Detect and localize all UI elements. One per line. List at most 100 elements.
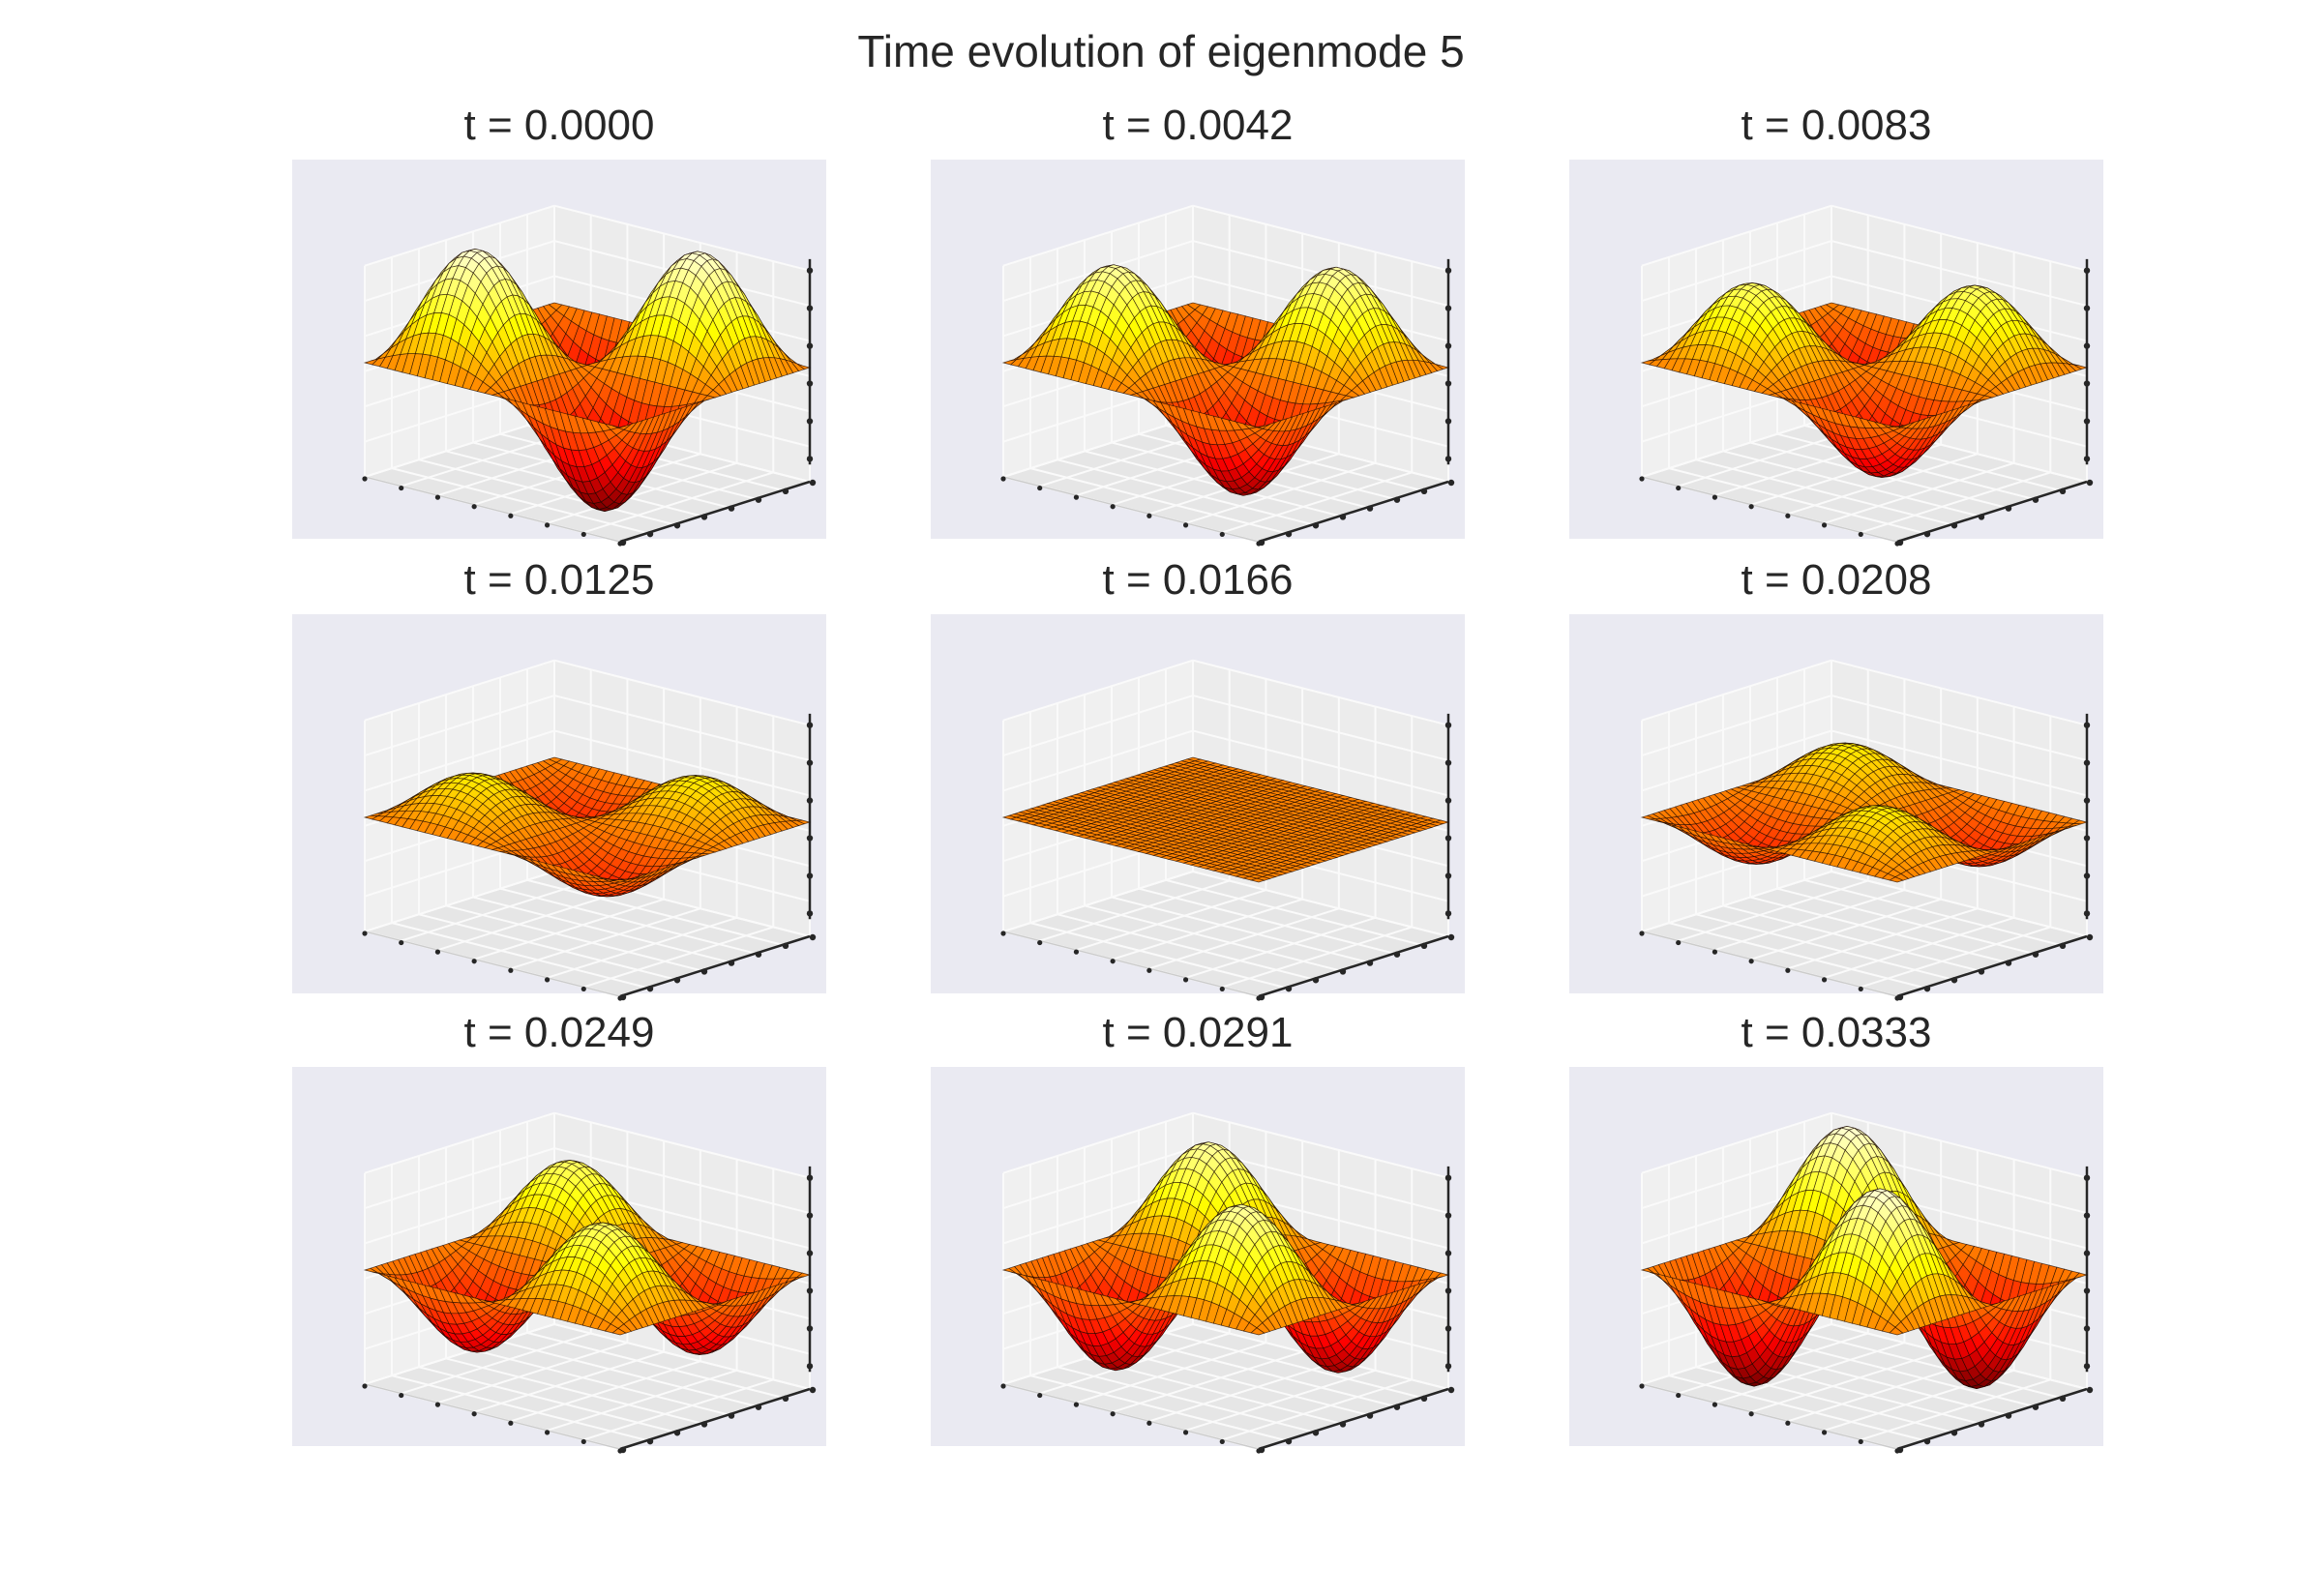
gridline — [391, 467, 648, 535]
gridline — [1002, 729, 1194, 792]
gridline — [553, 695, 811, 762]
gridline — [499, 887, 757, 955]
x-tick — [1146, 967, 1152, 973]
z-tick — [806, 722, 814, 728]
y-tick — [782, 488, 789, 495]
surface-plot-3d — [1000, 204, 1455, 547]
gridline — [1076, 889, 1266, 952]
x-tick — [1219, 986, 1225, 992]
y-tick — [619, 993, 627, 1001]
gridline — [1831, 204, 2088, 272]
z-tick — [1444, 456, 1452, 462]
x-tick — [1037, 485, 1043, 491]
x-tick — [580, 531, 586, 538]
y-tick — [2059, 488, 2067, 495]
gridline — [418, 913, 675, 981]
y-tick — [700, 968, 708, 975]
z-tick — [806, 456, 814, 462]
z-tick — [806, 418, 814, 425]
x-tick — [544, 977, 551, 983]
x-tick — [1858, 531, 1863, 538]
z-tick — [806, 797, 814, 804]
gridline — [582, 926, 774, 989]
y-tick — [1339, 514, 1347, 520]
y-tick — [1366, 505, 1374, 512]
z-tick — [806, 872, 814, 879]
x-tick — [471, 504, 477, 510]
y-tick — [619, 539, 627, 547]
x-tick — [1182, 522, 1189, 528]
x-tick — [544, 522, 551, 528]
y-tick — [1896, 539, 1904, 547]
z-tick — [1444, 380, 1452, 387]
z-tick — [806, 380, 814, 387]
gridline — [1111, 896, 1368, 963]
x-tick — [1219, 531, 1225, 538]
surface-mesh — [363, 249, 812, 512]
z-tick — [806, 267, 814, 274]
x-tick — [580, 986, 586, 992]
z-tick — [2083, 267, 2091, 274]
surface-plot-3d — [1639, 204, 2094, 547]
surface-mesh — [363, 756, 812, 898]
z-tick — [2083, 380, 2091, 387]
z-tick — [806, 305, 814, 311]
gridline — [1641, 204, 1832, 267]
y-tick — [2086, 479, 2094, 487]
subplot-panel: t = 0.0042 — [931, 102, 1465, 547]
subplot-title: t = 0.0000 — [463, 102, 655, 149]
subplot-title: t = 0.0042 — [1102, 102, 1294, 149]
gridline — [437, 889, 628, 952]
y-tick — [1923, 530, 1931, 538]
surface-facet — [1251, 425, 1265, 429]
x-axis — [1641, 476, 1898, 543]
x-axis — [364, 931, 621, 997]
gridline — [1112, 898, 1303, 961]
x-tick — [1110, 959, 1116, 964]
y-tick — [646, 530, 654, 538]
y-tick — [673, 522, 681, 529]
gridline — [472, 896, 729, 963]
y-tick — [1393, 496, 1401, 503]
x-tick — [508, 513, 514, 518]
y-tick — [782, 942, 789, 950]
gridline — [510, 907, 701, 970]
gridline — [1084, 450, 1341, 517]
gridline — [1668, 467, 1925, 535]
surface-plot-3d — [1000, 659, 1455, 1001]
subplot-panel: t = 0.0083 — [1569, 102, 2103, 547]
x-tick — [399, 485, 404, 491]
y-tick — [1312, 522, 1320, 529]
subplot-panel: t = 0.0000 — [292, 102, 826, 547]
y-tick — [1258, 539, 1265, 547]
gridline — [1148, 907, 1340, 970]
z-tick — [806, 759, 814, 766]
x-tick — [434, 494, 441, 500]
subplot-panel: t = 0.0166 — [931, 556, 1465, 1001]
x-tick — [1146, 513, 1152, 518]
floor-pane — [365, 872, 810, 996]
x-tick — [399, 939, 404, 946]
gridline — [473, 898, 665, 961]
gridline — [1192, 659, 1449, 726]
z-tick — [806, 835, 814, 842]
z-tick — [806, 342, 814, 349]
x-tick — [471, 959, 477, 964]
surface-facet — [612, 425, 626, 429]
x-axis — [364, 476, 621, 543]
gridline — [1185, 916, 1376, 979]
gridline — [1221, 471, 1413, 534]
x-axis — [1002, 931, 1260, 997]
gridline — [547, 916, 737, 979]
x-tick — [1712, 494, 1718, 500]
gridline — [1002, 416, 1194, 478]
surface-mesh — [1001, 264, 1450, 496]
y-tick — [728, 505, 735, 512]
gridline — [1039, 879, 1231, 942]
gridline — [1221, 926, 1413, 989]
gridline — [1860, 471, 2051, 534]
gridline — [553, 729, 811, 797]
gridline — [553, 659, 811, 726]
y-tick — [1285, 530, 1293, 538]
x-tick — [1785, 513, 1791, 518]
